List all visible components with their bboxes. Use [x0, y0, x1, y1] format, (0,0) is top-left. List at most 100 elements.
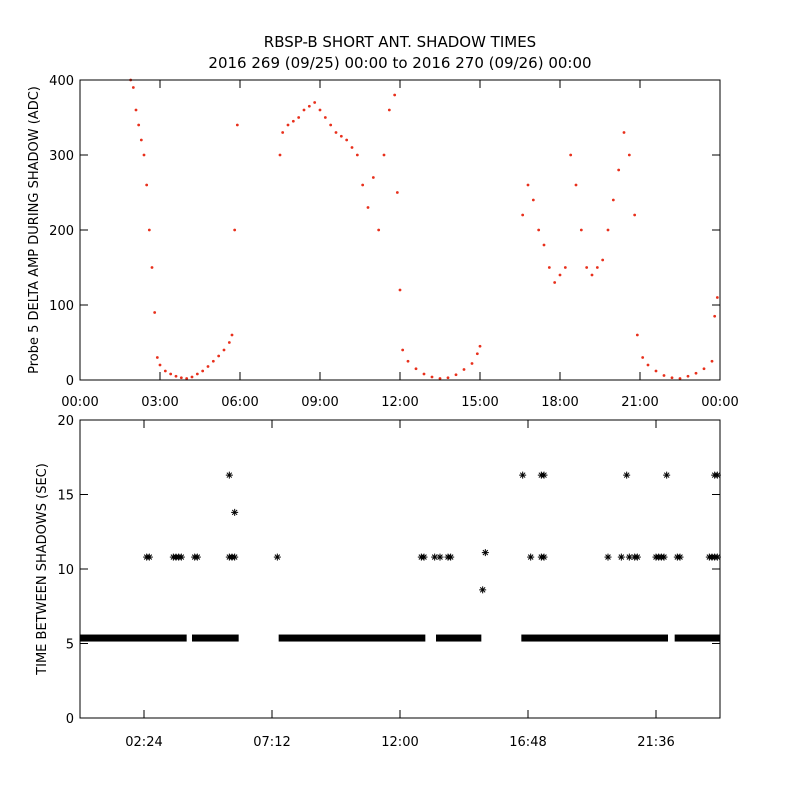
delta-amp-point [686, 374, 690, 378]
delta-amp-point [137, 123, 141, 127]
delta-amp-point [678, 377, 682, 380]
interval-point-band [436, 634, 482, 642]
delta-amp-x-tick-label: 21:00 [621, 395, 658, 410]
delta-amp-point [302, 108, 306, 112]
delta-amp-y-tick-label: 0 [66, 374, 74, 389]
delta-amp-point [646, 363, 650, 367]
interval-point [527, 553, 535, 561]
delta-amp-point [142, 153, 146, 157]
delta-amp-point [406, 359, 410, 363]
delta-amp-point [670, 376, 674, 380]
delta-amp-point [163, 369, 167, 373]
delta-amp-point [475, 352, 479, 356]
interval-point [481, 549, 489, 557]
delta-amp-point [382, 153, 386, 157]
delta-amp-point [206, 365, 210, 368]
delta-amp-point [131, 86, 135, 89]
interval-point [633, 553, 641, 561]
delta-amp-point [430, 375, 434, 379]
figure-title-line1: RBSP-B SHORT ANT. SHADOW TIMES [264, 33, 536, 51]
interval-point [436, 553, 444, 561]
delta-amp-point [185, 377, 189, 380]
delta-amp-plot-frame [79, 79, 721, 381]
delta-amp-point [222, 348, 226, 352]
delta-amp-point [521, 213, 525, 217]
interval-point [193, 553, 201, 561]
delta-amp-point [286, 123, 290, 127]
delta-amp-point [462, 368, 466, 371]
delta-amp-point [169, 372, 173, 376]
interval-point [676, 553, 684, 561]
delta-amp-point [654, 369, 658, 373]
delta-amp-point [139, 138, 143, 142]
interval-x-tick-label: 07:12 [253, 735, 290, 750]
delta-amp-point [158, 363, 162, 367]
delta-amp-x-tick-label: 00:00 [61, 395, 98, 410]
delta-amp-point [585, 266, 589, 269]
interval-point [540, 553, 548, 561]
delta-amp-x-tick-label: 03:00 [141, 395, 178, 410]
delta-amp-point [361, 183, 365, 187]
delta-amp-point [547, 266, 551, 269]
delta-amp-point [153, 311, 157, 314]
delta-amp-x-axis: 00:00 03:00 06:00 09:00 12:00 15:00 18:00 21:00… [61, 80, 739, 410]
delta-amp-point [715, 296, 719, 299]
delta-amp-point [217, 354, 221, 358]
interval-y-tick-label: 0 [66, 712, 74, 727]
interval-point [225, 471, 233, 479]
delta-amp-point [387, 108, 391, 112]
delta-amp-point [174, 374, 178, 378]
interval-point [663, 471, 671, 479]
interval-x-axis: 02:24 07:12 12:00 16:48 21:36 [125, 420, 675, 750]
delta-amp-point [398, 288, 402, 292]
delta-amp-x-tick-label: 18:00 [541, 395, 578, 410]
delta-amp-point [579, 228, 583, 232]
delta-amp-point [574, 183, 578, 187]
delta-amp-point [227, 341, 231, 344]
delta-amp-point [395, 191, 399, 194]
delta-amp-point [553, 281, 557, 284]
interval-point [617, 553, 625, 561]
delta-amp-point [569, 153, 573, 157]
interval-point [519, 471, 527, 479]
delta-amp-point [278, 153, 282, 157]
delta-amp-point [563, 266, 567, 269]
interval-point [145, 553, 153, 561]
delta-amp-x-tick-label: 12:00 [381, 395, 418, 410]
delta-amp-point [590, 273, 594, 277]
delta-amp-point [190, 375, 194, 379]
delta-amp-point [401, 348, 405, 352]
delta-amp-point [366, 206, 370, 209]
delta-amp-point [147, 228, 151, 232]
delta-amp-point [531, 198, 535, 202]
delta-amp-points [129, 78, 719, 380]
interval-plot-frame [79, 419, 721, 719]
delta-amp-point [318, 108, 322, 112]
delta-amp-point [595, 266, 599, 269]
delta-amp-point [470, 362, 474, 365]
delta-amp-point [702, 367, 706, 371]
delta-amp-point [345, 138, 349, 142]
delta-amp-y-tick-label: 300 [49, 149, 74, 164]
delta-amp-point [611, 198, 615, 202]
delta-amp-point [297, 116, 301, 119]
interval-point [479, 586, 487, 594]
interval-points [80, 471, 721, 642]
delta-amp-point [606, 228, 610, 232]
delta-amp-x-tick-label: 15:00 [461, 395, 498, 410]
delta-amp-point [233, 228, 237, 232]
delta-amp-x-tick-label: 00:00 [701, 395, 738, 410]
delta-amp-point [627, 153, 631, 157]
delta-amp-point [145, 183, 149, 187]
delta-amp-x-tick-label: 06:00 [221, 395, 258, 410]
interval-point [273, 553, 281, 561]
delta-amp-point [155, 356, 159, 359]
delta-amp-point [526, 183, 530, 187]
delta-amp-point [371, 176, 375, 179]
interval-y-tick-label: 5 [66, 638, 74, 653]
delta-amp-point [230, 333, 234, 337]
delta-amp-y-tick-label: 100 [49, 299, 74, 314]
delta-amp-point [134, 108, 138, 112]
interval-x-tick-label: 21:36 [637, 735, 674, 750]
